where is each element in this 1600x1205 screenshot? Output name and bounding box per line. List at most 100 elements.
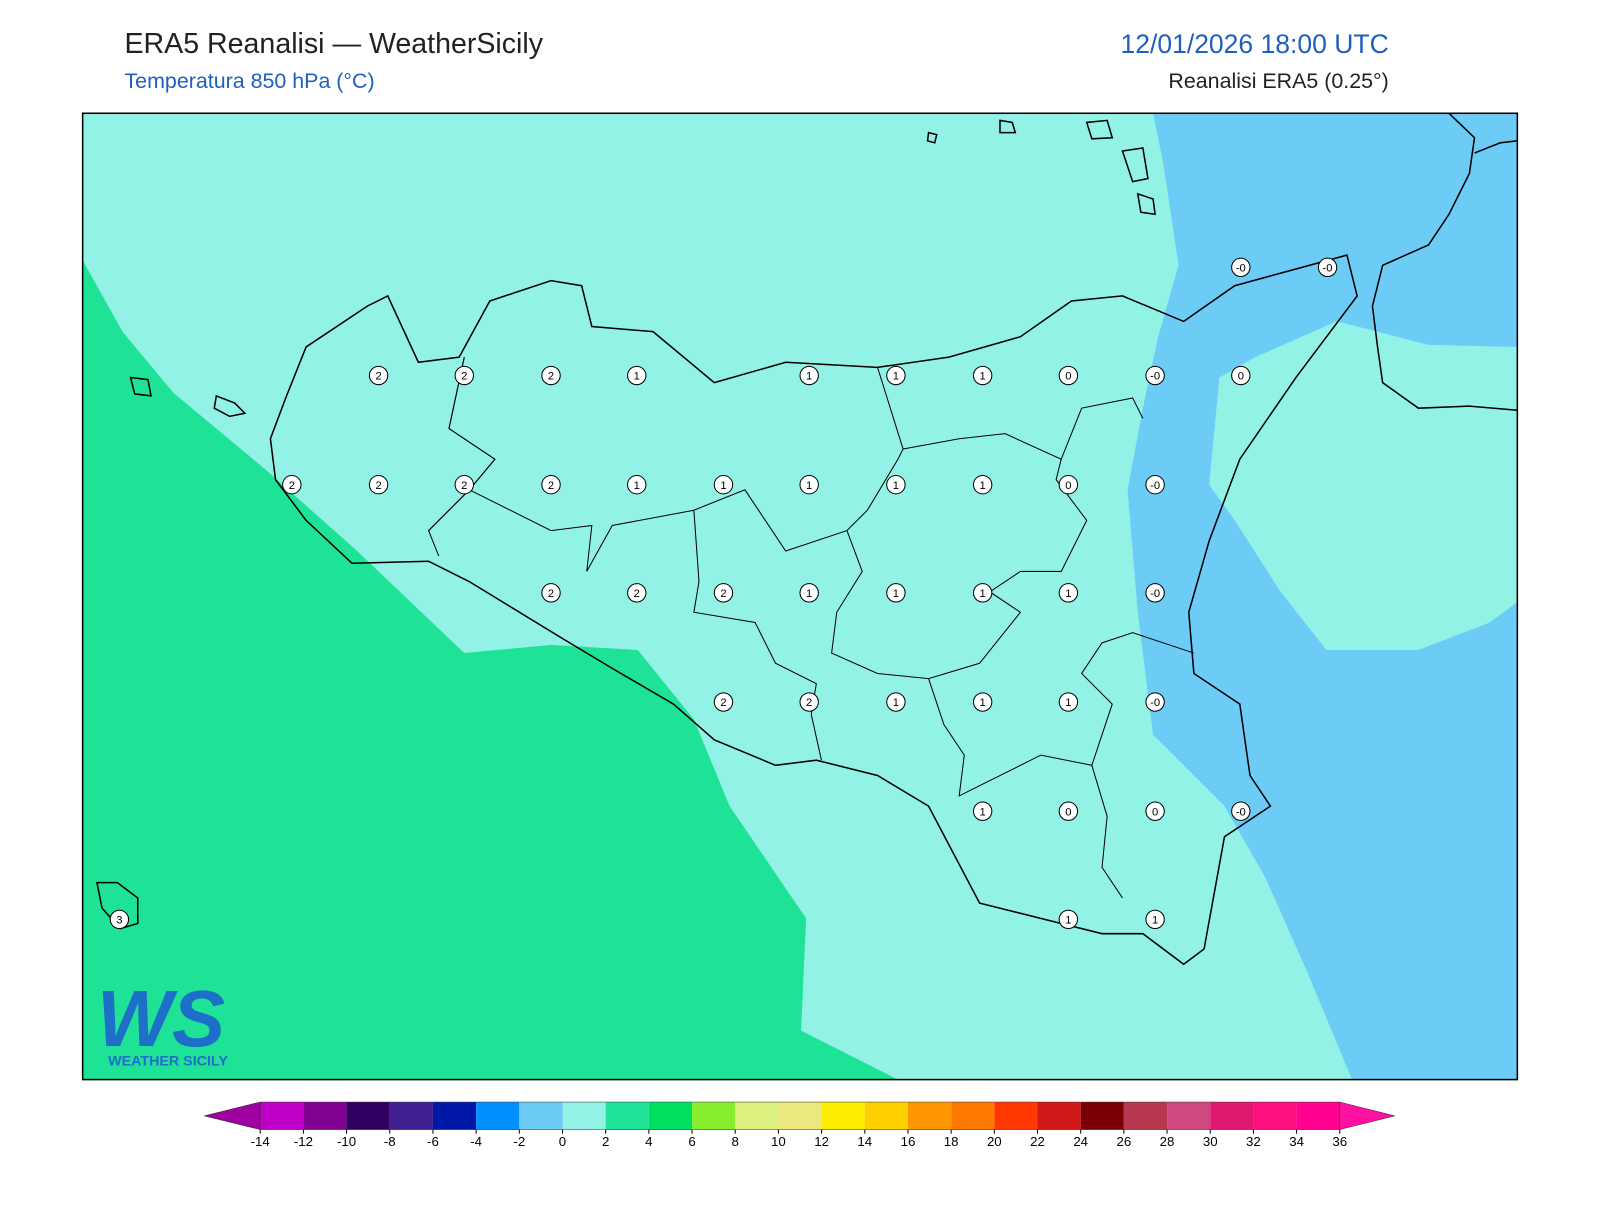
station-marker — [1231, 365, 1251, 386]
colorbar-segment — [562, 1102, 606, 1130]
station-label: 2 — [461, 371, 467, 383]
colorbar-tick-label: -4 — [470, 1134, 482, 1149]
colorbar-extension-high — [1339, 1101, 1395, 1130]
station-marker — [368, 475, 389, 495]
station-label: -0 — [1236, 262, 1246, 274]
station-marker — [886, 692, 906, 712]
colorbar-tick-label: 22 — [1030, 1134, 1045, 1149]
station-marker — [282, 475, 302, 495]
station-marker — [541, 475, 561, 495]
station-marker — [1058, 692, 1079, 712]
colorbar: -14 -12 -10 -8 -6 -4 -2 0 2 4 6 8 10 12 14 16 18 20 22 24 26… — [204, 1101, 1395, 1149]
station-label: 1 — [806, 588, 812, 600]
station-label: -0 — [1323, 262, 1333, 274]
colorbar-tick-label: 20 — [987, 1134, 1002, 1149]
colorbar-tick-label: 24 — [1073, 1134, 1088, 1149]
station-label: 2 — [806, 697, 812, 709]
station-marker — [972, 801, 993, 821]
colorbar-tick-label: 16 — [901, 1134, 916, 1149]
colorbar-segment — [1296, 1102, 1340, 1130]
station-label: -0 — [1150, 371, 1160, 383]
colorbar-tick-label: -14 — [251, 1134, 270, 1149]
islands — [96, 119, 1156, 930]
station-label: 0 — [1152, 806, 1158, 818]
map: -0 -0 2 2 2 1 1 1 1 0 -0 0 2 2 2 2 1 1 1 1 1 0 -0 2 2 2 1 1 1 1 -0 2 2 1 1… — [81, 112, 1519, 1081]
colorbar-tick-label: 30 — [1203, 1134, 1218, 1149]
colorbar-tick-label: 12 — [814, 1134, 829, 1149]
colorbar-frame — [259, 1101, 1341, 1130]
station-label: 1 — [634, 371, 640, 383]
datetime: 12/01/2026 18:00 UTC — [1120, 29, 1388, 59]
colorbar-tick-label: -2 — [513, 1134, 525, 1149]
station-marker — [627, 583, 647, 603]
field-m2-0 — [1127, 113, 1518, 1080]
colorbar-tick-label: 0 — [559, 1134, 566, 1149]
station-label: 1 — [980, 806, 986, 818]
sicily-coast — [269, 254, 1358, 966]
station-marker — [454, 475, 474, 495]
field-2-4 — [82, 260, 898, 1080]
stations: -0 -0 2 2 2 1 1 1 1 0 -0 0 2 2 2 2 1 1 1 1 1 0 -0 2 2 2 1 1 1 1 -0 2 2 1 1… — [109, 257, 1338, 930]
map-frame — [81, 112, 1519, 1081]
colorbar-segment — [994, 1102, 1038, 1130]
colorbar-tick-label: 2 — [602, 1134, 609, 1149]
colorbar-segment — [907, 1102, 952, 1130]
station-marker — [886, 583, 906, 603]
subtitle: Temperatura 850 hPa (°C) — [124, 69, 374, 93]
colorbar-tick-label: 28 — [1160, 1134, 1175, 1149]
station-marker — [799, 692, 819, 712]
station-label: 2 — [548, 371, 554, 383]
calabria-coast — [1371, 112, 1518, 411]
station-marker — [972, 475, 993, 495]
station-label: 3 — [116, 914, 122, 926]
station-marker — [1231, 801, 1251, 821]
source: Reanalisi ERA5 (0.25°) — [1168, 69, 1388, 93]
station-marker — [1145, 475, 1165, 495]
colorbar-tick-label: 10 — [771, 1134, 786, 1149]
station-label: 1 — [893, 371, 899, 383]
station-label: -0 — [1150, 697, 1160, 709]
station-marker — [1058, 583, 1079, 603]
colorbar-segment — [648, 1102, 693, 1130]
station-label: 1 — [893, 697, 899, 709]
colorbar-segment — [735, 1102, 779, 1130]
colorbar-segment — [519, 1102, 563, 1130]
station-label: 2 — [461, 480, 467, 492]
station-marker — [713, 475, 734, 495]
station-marker — [799, 475, 819, 495]
logo: WS WEATHER SICILY — [97, 974, 228, 1069]
station-marker — [1231, 257, 1251, 278]
station-marker — [972, 365, 993, 386]
station-marker — [972, 583, 993, 603]
station-label: -0 — [1150, 480, 1160, 492]
station-marker — [799, 365, 819, 386]
colorbar-segment — [346, 1102, 390, 1130]
station-marker — [627, 475, 647, 495]
station-marker — [1145, 365, 1165, 386]
colorbar-segment — [1210, 1102, 1254, 1130]
logo-mark: WS — [97, 974, 225, 1063]
station-marker — [1058, 365, 1079, 386]
title: ERA5 Reanalisi — WeatherSicily — [124, 28, 543, 60]
colorbar-tick-label: -6 — [427, 1134, 439, 1149]
station-label: 1 — [1065, 588, 1071, 600]
colorbar-tick-label: 14 — [857, 1134, 872, 1149]
station-label: 1 — [634, 480, 640, 492]
station-label: 2 — [548, 480, 554, 492]
station-marker — [713, 692, 734, 712]
colorbar-segment — [605, 1102, 649, 1130]
colorbar-segment — [951, 1102, 995, 1130]
station-label: 2 — [289, 480, 295, 492]
calabria-coast-north — [1474, 140, 1518, 154]
station-label: 0 — [1065, 806, 1071, 818]
colorbar-segment — [778, 1102, 822, 1130]
colorbar-tick-label: 8 — [732, 1134, 739, 1149]
colorbar-extension-low — [204, 1101, 261, 1130]
colorbar-tick-label: 32 — [1246, 1134, 1261, 1149]
station-marker — [1317, 257, 1338, 278]
station-label: 2 — [634, 588, 640, 600]
colorbar-tick-label: 4 — [645, 1134, 652, 1149]
station-label: 1 — [806, 480, 812, 492]
colorbar-tick-label: 34 — [1289, 1134, 1304, 1149]
